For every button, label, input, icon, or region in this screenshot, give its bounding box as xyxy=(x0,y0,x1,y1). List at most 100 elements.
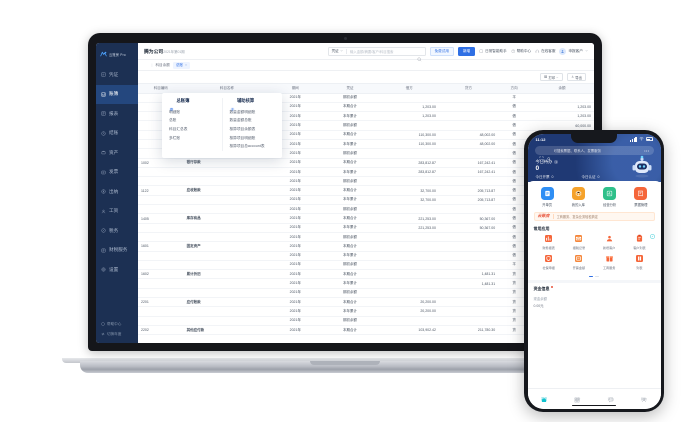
quick-action-row: 开单员 我的入库 经营分析 票据管理 xyxy=(528,181,661,211)
cell-period: 2021年 xyxy=(270,223,321,233)
cell-voucher: 期初余额 xyxy=(320,204,380,215)
search-icon[interactable] xyxy=(417,49,422,61)
sidebar-item-switch-year[interactable]: 切换年度 xyxy=(96,329,138,339)
quick-action-order[interactable]: 开单员 xyxy=(532,186,563,207)
common-app-item[interactable]: 工商服务 xyxy=(594,254,624,270)
menu-item[interactable]: 明细账 xyxy=(169,109,181,114)
cell-name: 其他应付款 xyxy=(183,325,271,336)
app-sidebar: 云账房 Pro 凭证 xyxy=(96,43,138,343)
tab-messages[interactable]: 消息 xyxy=(594,389,627,403)
quick-action-inbox[interactable]: 我的入库 xyxy=(563,186,594,207)
sidebar-label: 发票 xyxy=(109,169,119,175)
edit-icon[interactable] xyxy=(650,226,655,239)
cell-dir: 贷 xyxy=(498,278,531,289)
grid-pager[interactable] xyxy=(534,275,655,280)
user-menu[interactable]: 申报客户 xyxy=(559,47,588,55)
promo-banner[interactable]: 云账房 工商服务、复杂业务轻松搞定 xyxy=(533,211,655,221)
menu-item[interactable]: 数量金额总账 xyxy=(229,118,252,123)
menu-item[interactable]: 核算项目余额表 xyxy=(229,126,256,131)
cell-period: 2021年 xyxy=(270,139,321,150)
topbar-link-support[interactable]: 在线客服 xyxy=(535,49,555,54)
inbox-icon xyxy=(571,186,585,200)
search-scope-select[interactable]: 凭证 xyxy=(332,49,343,54)
menu-item[interactable]: 数量金额明细账 xyxy=(229,109,256,114)
cell-debit: 221,253.00 xyxy=(379,213,439,224)
search-box[interactable]: 凭证 输入金额/摘要/客户/科目搜索 xyxy=(327,46,426,61)
more-icon[interactable]: ••• xyxy=(644,147,650,153)
tab-profile[interactable]: 我的 xyxy=(627,389,660,403)
th-period: 期间 xyxy=(270,83,321,94)
table-row[interactable]: 2021年 本期合计 1,203.00 借 1,203.00 xyxy=(138,102,594,113)
th-code: 科目编码 xyxy=(138,83,184,94)
cell-voucher: 本年累计 xyxy=(320,223,380,233)
new-button[interactable]: 新增 xyxy=(457,46,476,56)
refresh-icon[interactable] xyxy=(193,63,198,75)
home-icon[interactable] xyxy=(144,63,149,76)
cell-credit: 1,481.31 xyxy=(438,269,499,280)
cell-name xyxy=(183,278,271,289)
cell-name xyxy=(183,316,271,326)
sidebar-item-help[interactable]: 帮助中心 xyxy=(96,319,138,329)
todo-sub-verify[interactable]: 今日认证 0 xyxy=(581,175,599,180)
topbar-link-help[interactable]: 帮助中心 xyxy=(511,49,531,54)
sidebar-item-payroll[interactable]: 工资 xyxy=(96,202,138,222)
cell-period: 2021年 xyxy=(270,148,321,159)
webcam-icon xyxy=(343,37,347,40)
tab-business[interactable]: 业务 xyxy=(561,389,594,403)
cell-period: 2021年 xyxy=(270,204,321,215)
sidebar-item-tax[interactable]: 税务 xyxy=(96,221,138,241)
sidebar-item-settle[interactable]: 结账 xyxy=(96,124,138,144)
sidebar-item-settings[interactable]: 设置 xyxy=(96,260,138,280)
cell-debit xyxy=(379,120,439,131)
print-button[interactable]: 打印 xyxy=(540,73,563,81)
cell-credit xyxy=(438,102,499,113)
ledger-dropdown-menu[interactable]: 总账簿 明细账 总账 科目汇总表 多栏账 辅助核算 xyxy=(162,93,282,158)
open-tab-ledger[interactable]: 总账 × xyxy=(172,61,191,69)
sidebar-item-invoice[interactable]: 发票 xyxy=(96,163,138,183)
info-icon[interactable]: i xyxy=(554,159,559,164)
cell-voucher: 本年累计 xyxy=(320,167,380,178)
menu-item[interactable]: 科目汇总表 xyxy=(169,126,188,131)
close-icon[interactable]: × xyxy=(185,63,188,67)
cell-debit: 32,700.00 xyxy=(379,185,439,196)
common-app-item[interactable]: 列表 xyxy=(624,254,654,270)
cell-period: 2021年 xyxy=(270,241,321,252)
menu-item[interactable]: 核算项目总account表 xyxy=(229,144,265,149)
sidebar-item-report[interactable]: 报表 xyxy=(96,104,138,124)
common-app-item[interactable]: 客户列表 xyxy=(624,234,654,250)
quick-action-analysis[interactable]: 经营分析 xyxy=(594,186,625,207)
tab-home[interactable]: 首页 xyxy=(528,389,561,403)
free-trial-button[interactable]: 免费试用 xyxy=(429,46,454,56)
menu-item[interactable]: 总账 xyxy=(169,118,177,123)
receipt-icon xyxy=(634,186,648,200)
logo-text: 云账房 Pro xyxy=(109,53,126,57)
quick-action-receipt[interactable]: 票据管理 xyxy=(625,186,656,207)
menu-item[interactable]: 核算项目明细账 xyxy=(229,135,256,140)
sidebar-item-asset[interactable]: 资产 xyxy=(96,143,138,163)
status-bar: 11:12 xyxy=(528,134,661,145)
common-app-item[interactable]: 社保申报 xyxy=(534,254,564,270)
cell-credit: 48,002.00 xyxy=(438,139,499,150)
sidebar-item-voucher[interactable]: 凭证 xyxy=(96,65,138,85)
sidebar-item-ledger[interactable]: 账簿 xyxy=(96,84,138,104)
scan-icon[interactable] xyxy=(539,148,544,160)
expand-icon[interactable] xyxy=(584,63,589,76)
breadcrumb-parent[interactable]: 科目余额 xyxy=(155,62,170,67)
mobile-search[interactable]: 可搜索票据、联系人、发票服务 ••• xyxy=(534,145,654,161)
sidebar-item-service[interactable]: 财税服务 xyxy=(96,241,138,261)
sidebar-item-cashier[interactable]: 出纳 xyxy=(96,182,138,202)
menu-item[interactable]: 多栏账 xyxy=(169,135,181,140)
common-app-item[interactable]: 财务报表 xyxy=(534,234,564,250)
common-app-item[interactable]: 报税记录 xyxy=(564,234,594,250)
cell-period: 2021年 xyxy=(270,232,321,243)
promo-text: 工商服务、复杂业务轻松搞定 xyxy=(556,214,598,219)
common-app-item[interactable]: 开票金额 xyxy=(564,254,594,270)
export-button[interactable]: 导出 xyxy=(566,73,586,81)
common-app-label: 新增客户 xyxy=(602,245,616,250)
cell-code: 1602 xyxy=(138,269,184,280)
common-app-item[interactable]: 新增客户 xyxy=(594,234,624,250)
clipboard-icon xyxy=(635,234,645,244)
topbar-link-assistant[interactable]: 日常智能助手 xyxy=(479,49,507,54)
todo-sub-invoice[interactable]: 今日开票 0 xyxy=(536,175,554,180)
cell-voucher: 期初余额 xyxy=(320,148,380,159)
